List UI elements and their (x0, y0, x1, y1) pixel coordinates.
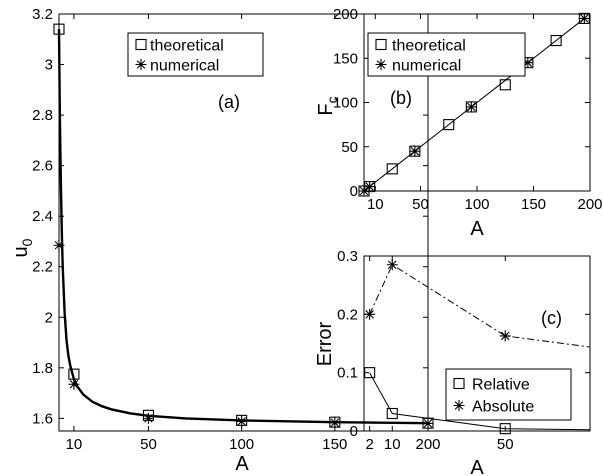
relative-marker (364, 367, 376, 379)
numerical-marker (578, 12, 590, 24)
legend: theoretical numerical (367, 32, 526, 77)
numerical-marker (53, 239, 65, 251)
y-axis-label: u0 (10, 238, 35, 257)
legend-asterisk-icon (453, 400, 465, 411)
y-tick-label: 50 (341, 139, 358, 156)
legend: theoretical numerical (127, 32, 264, 77)
y-tick-label: 1.6 (32, 410, 53, 427)
x-tick-label: 50 (412, 196, 429, 213)
absolute-marker (364, 308, 376, 320)
legend-entry: numerical (150, 58, 219, 75)
x-tick-label: 50 (140, 436, 157, 453)
x-tick-label: 150 (322, 436, 347, 453)
legend-entry: theoretical (392, 38, 466, 55)
y-axis-label-main: Error (314, 321, 336, 366)
x-tick-label: 10 (384, 436, 401, 453)
y-tick-label: 3 (45, 57, 53, 74)
x-tick-label: 2 (365, 436, 373, 453)
numerical-marker (358, 185, 370, 197)
theoretical-marker (443, 119, 455, 131)
theoretical-marker (550, 34, 562, 47)
y-tick-label: 2.6 (32, 158, 53, 175)
y-tick-label: 0 (350, 183, 358, 200)
y-tick-label: 200 (333, 6, 358, 23)
y-tick-label: 3.2 (32, 6, 53, 23)
numerical-marker (465, 101, 477, 113)
numerical-marker (364, 181, 376, 193)
y-tick-label: 0.1 (337, 365, 358, 382)
x-tick-label: 200 (415, 436, 440, 453)
relative-error-line (369, 372, 591, 431)
numerical-marker (522, 57, 534, 69)
x-tick-label: 10 (66, 436, 83, 453)
relative-marker (499, 423, 511, 435)
panel-c: 2 10 50 0 0.1 0.2 0.3 A Error (c) Relative Absolute (314, 248, 591, 476)
y-tick-label: 2.8 (32, 107, 53, 124)
numerical-marker (329, 417, 341, 429)
legend-asterisk-icon (375, 59, 387, 70)
y-tick-label: 0.2 (337, 306, 358, 323)
legend-entry: theoretical (150, 38, 224, 55)
y-tick-label: 150 (333, 50, 358, 67)
x-axis-label: A (470, 457, 484, 476)
legend: Relative Absolute (445, 368, 572, 421)
numerical-marker (409, 145, 421, 157)
panel-label: (a) (218, 92, 240, 112)
y-tick-label: 1.8 (32, 360, 53, 377)
y-axis-label-main: u (10, 246, 32, 257)
axes-frame (58, 13, 429, 432)
numerical-marker (422, 417, 434, 429)
y-axis-label-main: F (315, 103, 337, 115)
x-tick-label: 10 (367, 196, 384, 213)
y-tick-label: 2 (45, 309, 53, 326)
absolute-marker (386, 259, 398, 271)
legend-asterisk-icon (135, 59, 147, 70)
x-tick-label: 150 (521, 196, 546, 213)
theoretical-marker (386, 163, 398, 175)
x-axis-label: A (470, 218, 484, 240)
theoretical-marker (499, 79, 511, 91)
y-axis-label: Fc (315, 96, 340, 115)
legend-box (367, 32, 526, 77)
legend-entry: Absolute (472, 399, 534, 416)
x-tick-label: 100 (229, 436, 254, 453)
x-tick-label: 200 (577, 196, 602, 213)
y-axis-label-subscript: c (324, 96, 340, 103)
y-axis-label-subscript: 0 (19, 238, 35, 246)
legend-square-icon (453, 377, 465, 390)
x-tick-label: 50 (497, 436, 514, 453)
panel-b: 10 50 100 150 200 0 50 100 150 200 A Fc (b) theoretic… (315, 6, 603, 240)
y-tick-label: 100 (333, 95, 358, 112)
y-axis-label: Error (314, 321, 336, 366)
numerical-marker (68, 378, 80, 390)
y-tick-label: 2.2 (32, 259, 53, 276)
theoretical-curve (57, 29, 429, 425)
legend-box (445, 368, 572, 421)
panel-label: (b) (390, 88, 412, 108)
legend-square-icon (375, 38, 387, 51)
y-tick-label: 0 (350, 423, 358, 440)
panel-a: 10 50 100 150 2001.61.822.22.42.62.833.2Au0(… (10, 6, 441, 475)
numerical-marker (236, 415, 248, 427)
legend-square-icon (135, 38, 147, 51)
y-tick-label: 0.3 (337, 248, 358, 265)
x-axis-label: A (235, 453, 249, 475)
panel-label: (c) (541, 308, 562, 328)
relative-marker (386, 407, 398, 420)
absolute-error-line (369, 264, 591, 348)
legend-box (127, 32, 264, 77)
legend-entry: Relative (472, 377, 530, 394)
absolute-marker (499, 330, 511, 342)
y-tick-label: 2.4 (32, 208, 53, 225)
numerical-marker (142, 412, 154, 424)
legend-entry: numerical (392, 58, 461, 75)
theoretical-marker (53, 23, 65, 35)
x-tick-label: 100 (464, 196, 489, 213)
axes-frame (363, 255, 591, 432)
